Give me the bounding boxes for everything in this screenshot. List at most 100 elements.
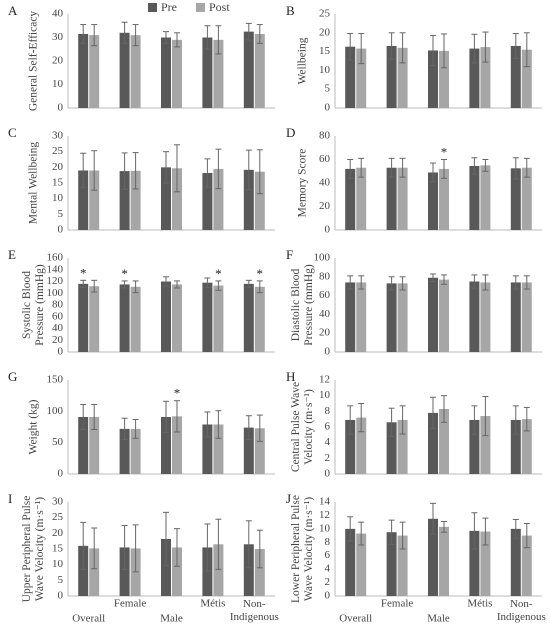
bar (397, 283, 408, 352)
bar (213, 168, 224, 230)
bar (213, 285, 224, 352)
error-bar (430, 502, 436, 535)
error-bar (358, 33, 365, 65)
error-bar (358, 275, 365, 290)
bar (202, 547, 213, 596)
y-axis-label: Mental Wellbeing (28, 142, 40, 224)
y-tick-label: 0 (58, 102, 64, 114)
y-tick-label: 100 (314, 252, 331, 264)
error-bar (471, 157, 478, 175)
bar (510, 168, 521, 230)
error-bar (256, 414, 263, 442)
y-tick-label: 25 (52, 511, 64, 523)
y-tick-label: 20 (52, 527, 64, 539)
bar (161, 538, 171, 596)
panel-label: F (286, 247, 293, 262)
error-bar (215, 148, 222, 190)
y-axis-label: Wellbeing (297, 37, 309, 84)
y-tick-label: 10 (52, 192, 64, 204)
error-bar (204, 411, 211, 438)
panel-label: C (8, 125, 17, 140)
y-tick-label: 25 (52, 145, 64, 157)
bar (78, 416, 89, 474)
y-tick-label: 80 (319, 130, 331, 142)
y-tick-label: 80 (319, 270, 331, 282)
y-tick-label: 20 (52, 334, 64, 346)
bar (480, 47, 491, 108)
error-bar (80, 152, 87, 189)
error-bar (215, 280, 222, 291)
x-tick-label: Overall (72, 613, 105, 625)
bar (469, 530, 480, 596)
error-bar (358, 521, 365, 546)
y-tick-label: 60 (52, 310, 64, 322)
y-tick-label: 0 (58, 346, 64, 358)
error-bar (256, 529, 263, 569)
y-tick-label: 8 (325, 536, 331, 548)
bar (439, 526, 449, 596)
y-tick-label: 20 (52, 161, 64, 173)
error-bar (121, 280, 128, 289)
error-bar (399, 521, 406, 550)
y-tick-label: 12 (319, 509, 330, 521)
x-tick-label: Male (160, 613, 183, 625)
bar (521, 419, 532, 474)
bar (161, 416, 171, 474)
significance-marker: * (215, 266, 222, 281)
error-bar (512, 33, 519, 59)
bar (202, 172, 213, 230)
error-bar (388, 32, 395, 60)
bar (78, 170, 89, 230)
panel-label: E (8, 247, 16, 262)
y-tick-label: 15 (52, 543, 64, 555)
error-bar (441, 33, 447, 69)
panel-label: D (286, 125, 295, 140)
error-bar (91, 150, 98, 191)
y-axis-label: Pressure (mmHg) (34, 264, 46, 346)
bar (130, 428, 141, 474)
y-tick-label: 20 (319, 26, 331, 38)
panel-label: B (286, 3, 295, 18)
panel-label: A (8, 3, 18, 18)
bar (469, 419, 480, 474)
bar (469, 281, 480, 352)
error-bar (430, 273, 436, 282)
bar (345, 528, 356, 596)
error-bar (163, 276, 169, 287)
error-bar (132, 24, 139, 47)
bar (243, 427, 254, 474)
error-bar (174, 144, 180, 193)
bar (345, 419, 356, 474)
y-tick-label: 0 (325, 102, 331, 114)
error-bar (347, 516, 354, 542)
bar (386, 167, 397, 230)
error-bar (388, 407, 395, 437)
error-bar (358, 403, 365, 433)
error-bar (245, 149, 252, 191)
error-bar (80, 24, 87, 44)
y-tick-label: 30 (52, 496, 64, 508)
y-axis-label: Wave Velocity (m·s⁻¹) (34, 497, 46, 601)
y-tick-label: 5 (58, 574, 64, 586)
bar (356, 282, 367, 352)
bar (254, 428, 265, 474)
bar (386, 283, 397, 352)
error-bar (245, 279, 252, 288)
error-bar (512, 405, 519, 435)
error-bar (347, 33, 354, 61)
error-bar (388, 157, 395, 178)
bar (345, 168, 356, 230)
error-bar (163, 400, 169, 434)
bar (428, 172, 438, 230)
bar (397, 167, 408, 230)
y-tick-label: 10 (319, 522, 331, 534)
significance-marker: * (174, 386, 181, 401)
y-tick-label: 2 (325, 452, 331, 464)
y-axis-label: Weight (kg) (28, 399, 40, 454)
error-bar (347, 275, 354, 290)
error-bar (347, 159, 354, 179)
significance-marker: * (80, 265, 87, 280)
error-bar (80, 279, 87, 288)
y-tick-label: 0 (325, 224, 331, 236)
